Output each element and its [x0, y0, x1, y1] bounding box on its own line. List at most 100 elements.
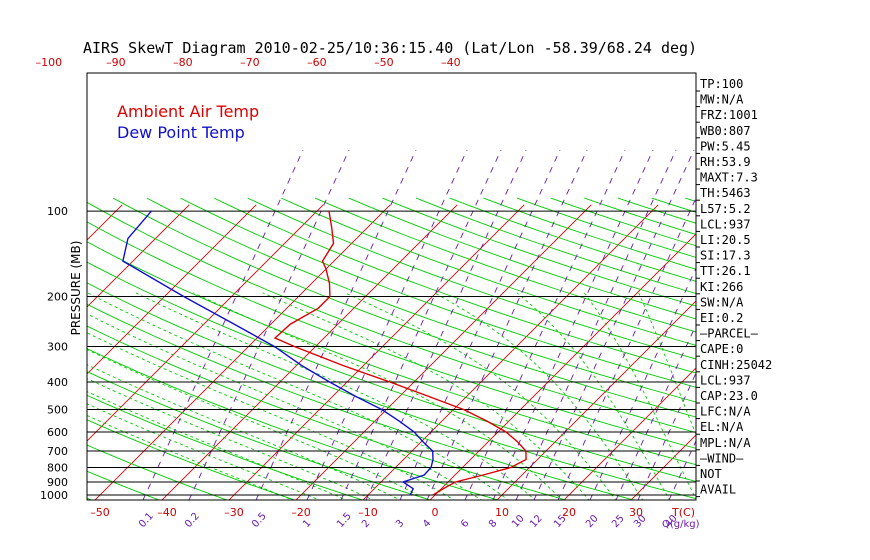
mixing-ratio-line [188, 149, 350, 500]
pressure-tick-label: 200 [47, 291, 68, 304]
dry-adiabat-line [180, 197, 696, 388]
isotherm-line [87, 204, 257, 375]
index-item: LCL:937 [700, 373, 751, 387]
index-item: LCL:937 [700, 217, 751, 231]
index-item: TT:26.1 [700, 264, 751, 278]
isotherm-line [496, 300, 696, 500]
dry-adiabat-line [247, 197, 696, 360]
mixing-ratio-unit: Q(g/kg) [662, 519, 700, 530]
index-item: KI:266 [700, 280, 743, 294]
index-item: MW:N/A [700, 93, 744, 107]
dry-adiabat-line [0, 198, 26, 501]
isotherm-line [630, 434, 696, 500]
index-item: LFC:N/A [700, 405, 751, 419]
pressure-tick-label: 800 [47, 461, 68, 474]
ambient-air-temp-curve [273, 210, 527, 496]
pressure-tick-label: 600 [47, 426, 68, 439]
bottom-temperature-tick-label: –10 [358, 506, 378, 519]
moist-adiabat-line [638, 292, 696, 436]
isotherm-line [87, 204, 190, 308]
moist-adiabat-line [344, 292, 617, 500]
index-item: —WIND— [700, 451, 744, 465]
index-item: TP:100 [700, 77, 743, 91]
dry-adiabat-line [449, 197, 696, 282]
mixing-ratio-line [464, 149, 626, 500]
index-item: SI:17.3 [700, 249, 751, 263]
plot-frame [86, 72, 697, 501]
pressure-tick-label: 100 [47, 205, 68, 218]
moist-adiabat-line [87, 378, 375, 500]
index-item: LI:20.5 [700, 233, 751, 247]
mixing-ratio-line [340, 149, 502, 500]
top-temperature-tick-label: –90 [106, 56, 126, 69]
dry-adiabat-line [651, 197, 696, 213]
pressure-tick-label: 1000 [40, 489, 68, 502]
grid-lines [0, 149, 870, 501]
dry-adiabat-line [146, 197, 696, 403]
index-item: RH:53.9 [700, 155, 751, 169]
mixing-ratio-line [255, 149, 417, 500]
bottom-temperature-unit: T(C) [671, 506, 695, 519]
index-item: CAP:23.0 [700, 389, 758, 403]
moist-adiabat-line [87, 292, 509, 500]
index-item: NOT [700, 467, 722, 481]
dry-adiabat-line [483, 197, 696, 270]
top-temperature-tick-label: –100 [36, 56, 63, 69]
dry-adiabat-line [87, 201, 696, 434]
mixing-ratio-label: 3 [394, 518, 406, 530]
bottom-temperature-tick-label: 20 [562, 506, 576, 519]
index-item: MPL:N/A [700, 436, 751, 450]
index-item: FRZ:1001 [700, 108, 758, 122]
index-item: TH:5463 [700, 186, 751, 200]
dry-adiabat-line [214, 197, 696, 374]
axes: 1002003004005006007008009001000–120–110–… [36, 56, 700, 530]
mixing-ratio-line [492, 149, 654, 500]
isotherm-line [228, 204, 525, 500]
pressure-tick-label: 500 [47, 404, 68, 417]
isotherm-line [362, 204, 659, 500]
pressure-tick-label: 900 [47, 476, 68, 489]
index-item: PW:5.45 [700, 139, 751, 153]
index-item: L57:5.2 [700, 202, 751, 216]
mixing-ratio-line [399, 149, 561, 500]
index-item: CINH:25042 [700, 358, 772, 372]
mixing-ratio-label: 12 [528, 513, 545, 530]
chart-title: AIRS SkewT Diagram 2010-02-25/10:36:15.4… [83, 39, 697, 57]
legend-dew-point-temp: Dew Point Temp [117, 123, 245, 142]
moist-adiabat-line [434, 292, 644, 500]
mixing-ratio-line [615, 323, 696, 500]
mixing-ratio-label: 4 [421, 518, 433, 530]
mixing-ratio-label: 1.5 [335, 511, 354, 530]
moist-adiabat-line [87, 414, 294, 500]
moist-adiabat-line [583, 292, 696, 500]
mixing-ratio-line [557, 197, 696, 500]
mixing-ratio-line [515, 149, 677, 500]
dry-adiabat-line [112, 197, 696, 418]
dry-adiabat-line [87, 419, 296, 500]
index-item: —PARCEL— [700, 327, 759, 341]
mixing-ratio-label: 0.2 [183, 511, 202, 530]
isotherm-line [87, 204, 324, 442]
dry-adiabat-line [348, 197, 696, 320]
dry-adiabat-line [87, 444, 229, 500]
dry-adiabat-line [314, 197, 696, 333]
moist-adiabat-line [87, 313, 482, 500]
dry-adiabat-line [786, 198, 870, 501]
dry-adiabat-line [516, 197, 696, 258]
mixing-ratio-label: 20 [584, 513, 601, 530]
top-temperature-tick-label: –60 [307, 56, 327, 69]
index-item: AVAIL [700, 483, 736, 497]
dry-adiabat-line [281, 197, 696, 346]
dry-adiabat-line [382, 197, 696, 307]
dry-adiabat-line [415, 197, 696, 295]
moist-adiabat-line [516, 292, 671, 500]
moist-adiabat-line [87, 364, 402, 500]
index-item: EL:N/A [700, 420, 744, 434]
mixing-ratio-line [426, 149, 588, 500]
moist-adiabat-line [135, 292, 536, 500]
bottom-temperature-tick-label: –50 [90, 506, 110, 519]
index-item: CAPE:0 [700, 342, 743, 356]
mixing-ratio-line [306, 149, 468, 500]
